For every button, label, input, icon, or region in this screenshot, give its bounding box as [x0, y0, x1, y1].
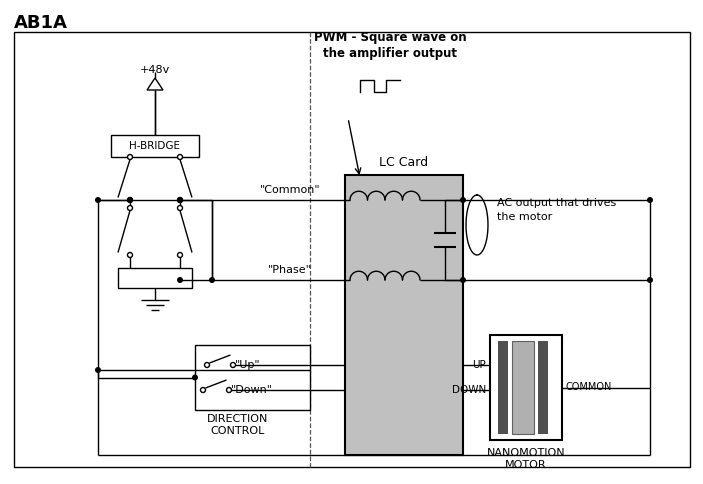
- Text: LC Card: LC Card: [380, 156, 429, 169]
- Text: "Common": "Common": [259, 185, 321, 195]
- Text: COMMON: COMMON: [566, 382, 612, 393]
- Circle shape: [177, 277, 183, 283]
- Circle shape: [200, 388, 205, 393]
- Text: +48v: +48v: [140, 65, 170, 75]
- Bar: [195, 345, 310, 410]
- Text: AC output that drives
the motor: AC output that drives the motor: [497, 198, 617, 222]
- Bar: [111, 135, 199, 157]
- Bar: [490, 335, 562, 440]
- Circle shape: [209, 277, 215, 283]
- Bar: [512, 341, 534, 434]
- Bar: [118, 268, 192, 288]
- Bar: [14, 32, 690, 467]
- Circle shape: [127, 206, 132, 211]
- Circle shape: [177, 253, 183, 257]
- Text: H-BRIDGE: H-BRIDGE: [129, 141, 181, 151]
- Text: "Up": "Up": [235, 360, 261, 370]
- Circle shape: [177, 197, 183, 202]
- Circle shape: [127, 197, 133, 203]
- Text: DOWN: DOWN: [452, 385, 486, 395]
- Bar: [538, 341, 548, 434]
- Circle shape: [95, 197, 101, 203]
- Circle shape: [127, 197, 132, 202]
- Circle shape: [177, 154, 183, 160]
- Text: PWM - Square wave on
the amplifier output: PWM - Square wave on the amplifier outpu…: [314, 31, 466, 60]
- Text: DIRECTION
CONTROL: DIRECTION CONTROL: [207, 414, 268, 437]
- Circle shape: [127, 154, 132, 160]
- Polygon shape: [147, 78, 163, 90]
- Text: UP: UP: [472, 360, 486, 370]
- Text: NANOMOTION
MOTOR: NANOMOTION MOTOR: [486, 448, 565, 470]
- Circle shape: [177, 197, 183, 203]
- Circle shape: [647, 277, 653, 283]
- Circle shape: [460, 197, 466, 203]
- Bar: [345, 175, 463, 455]
- Circle shape: [460, 277, 466, 283]
- Circle shape: [647, 197, 653, 203]
- Circle shape: [177, 206, 183, 211]
- Bar: [498, 341, 508, 434]
- Circle shape: [205, 363, 209, 367]
- Circle shape: [192, 375, 198, 380]
- Text: AB1A: AB1A: [14, 14, 68, 32]
- Circle shape: [127, 253, 132, 257]
- Circle shape: [226, 388, 231, 393]
- Text: "Phase": "Phase": [268, 265, 312, 275]
- Text: "Down": "Down": [231, 385, 273, 395]
- Circle shape: [231, 363, 236, 367]
- Circle shape: [95, 367, 101, 373]
